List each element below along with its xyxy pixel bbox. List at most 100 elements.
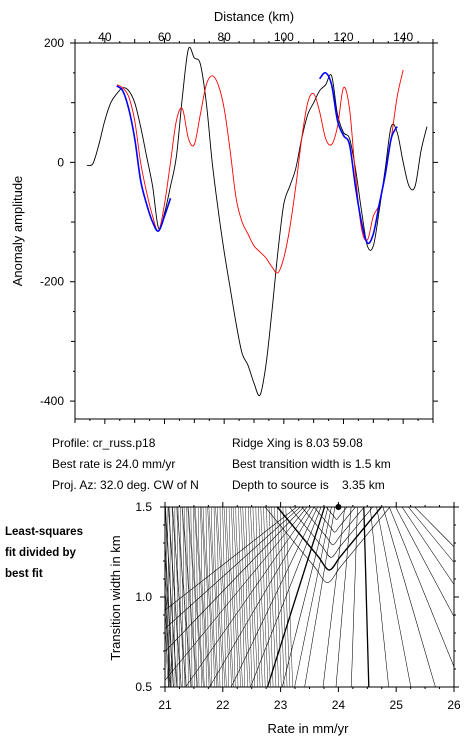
misfit-contour-dense — [263, 507, 271, 687]
misfit-contour-closed — [313, 507, 356, 533]
profile-plot-frame — [74, 42, 434, 420]
misfit-contour-line — [322, 507, 346, 687]
misfit-contour-line — [335, 507, 352, 687]
misfit-contour-dense — [225, 507, 234, 687]
misfit-y-tick-label: 1.5 — [135, 500, 152, 514]
misfit-contour-line — [376, 507, 412, 687]
misfit-plot-frame — [164, 506, 455, 688]
misfit-contour-line — [294, 507, 332, 687]
profile-y-tick-label: -200 — [40, 275, 64, 289]
misfit-contour-dense — [266, 507, 274, 687]
model-anomaly-line — [116, 69, 404, 274]
profile-name: Profile: cr_russ.p18 — [52, 436, 156, 450]
misfit-contour-dense — [215, 507, 224, 687]
misfit-note-line-1: Least-squares — [5, 526, 83, 538]
misfit-contour-dense — [165, 571, 169, 687]
misfit-contour-line — [389, 507, 454, 668]
profile-y-ticks: 200 0 -200 -400 — [40, 36, 438, 408]
profile-y-tick-label: 200 — [44, 36, 64, 50]
profile-chart: Distance (km) Anomaly amplitude 40 60 80 10… — [10, 9, 438, 424]
misfit-contour-line — [363, 507, 370, 687]
misfit-contour-dense — [165, 558, 170, 687]
misfit-contour-dense — [245, 507, 253, 687]
misfit-contour-line — [395, 507, 454, 618]
misfit-contour-dense — [252, 507, 261, 687]
misfit-x-axis-title: Rate in mm/yr — [268, 721, 350, 736]
misfit-contour-dense — [285, 507, 293, 687]
misfit-y-tick-label: 1.0 — [135, 590, 152, 604]
misfit-contour-dense — [260, 507, 269, 687]
misfit-contour-dense — [172, 507, 182, 687]
misfit-contour-line — [165, 507, 308, 681]
misfit-y-ticks: 0.5 1.0 1.5 — [135, 500, 459, 694]
depth-to-source: Depth to source is 3.35 km — [232, 478, 385, 492]
misfit-contour-dense — [190, 507, 198, 687]
misfit-contour-dense — [197, 507, 205, 687]
profile-x-tick-label: 140 — [393, 30, 413, 44]
misfit-contour-dense — [181, 507, 189, 687]
misfit-contour-line — [281, 507, 329, 687]
misfit-contour-line — [304, 507, 336, 687]
misfit-contour-dense — [177, 507, 187, 687]
misfit-contour-dense — [195, 507, 204, 687]
misfit-x-tick-label: 25 — [390, 698, 404, 712]
misfit-contour-line — [408, 507, 454, 563]
misfit-contour-dense — [277, 507, 285, 687]
misfit-contour-dense — [182, 507, 191, 687]
misfit-contour-line — [209, 507, 315, 687]
misfit-x-tick-label: 24 — [332, 698, 346, 712]
profile-x-tick-label: 40 — [98, 30, 112, 44]
misfit-contour-dense — [211, 507, 219, 687]
misfit-contour-dense — [238, 507, 246, 687]
misfit-contour-line — [350, 507, 358, 687]
misfit-contour-dense — [219, 507, 227, 687]
misfit-note-line-2: fit divided by — [5, 547, 77, 559]
misfit-contour-dense — [176, 507, 183, 687]
misfit-x-ticks: 21 22 23 24 25 26 — [158, 502, 461, 712]
misfit-contour-dense — [202, 507, 211, 687]
misfit-x-tick-label: 23 — [274, 698, 288, 712]
misfit-contour-dense — [186, 507, 193, 687]
misfit-contour-dense — [271, 507, 279, 687]
misfit-contour-dense — [242, 507, 251, 687]
misfit-contour-line — [414, 507, 454, 548]
profile-x-axis-title: Distance (km) — [214, 9, 294, 24]
profile-x-tick-label: 80 — [217, 30, 231, 44]
misfit-contour-dense — [230, 507, 239, 687]
misfit-contour-dense — [167, 507, 174, 687]
misfit-contour-dense — [268, 507, 277, 687]
projection-azimuth: Proj. Az: 32.0 deg. CW of N — [52, 478, 199, 492]
misfit-contour-dense — [199, 507, 207, 687]
misfit-contour-dense — [255, 507, 263, 687]
misfit-contour-line — [401, 507, 454, 586]
fit-anomaly-line — [116, 85, 172, 232]
misfit-x-tick-label: 21 — [158, 698, 172, 712]
fit-anomaly-line — [318, 71, 398, 245]
misfit-contour-dense — [213, 507, 221, 687]
profile-x-ticks: 40 60 80 100 120 140 — [74, 30, 434, 424]
misfit-contour-dense — [235, 507, 243, 687]
misfit-contour-line — [266, 507, 326, 687]
misfit-contour-dense — [258, 507, 266, 687]
misfit-y-tick-label: 0.5 — [135, 680, 152, 694]
misfit-contour-dense — [247, 507, 256, 687]
best-rate: Best rate is 24.0 mm/yr — [52, 457, 175, 471]
misfit-note-line-3: best fit — [5, 568, 43, 580]
misfit-contour-closed — [325, 507, 348, 520]
misfit-contour-dense — [282, 507, 291, 687]
profile-y-tick-label: 0 — [57, 155, 64, 169]
observed-anomaly-line — [86, 46, 428, 397]
misfit-contour-line — [230, 507, 318, 687]
misfit-contour-dense — [205, 507, 213, 687]
misfit-x-tick-label: 26 — [447, 698, 461, 712]
misfit-contour-dense — [240, 507, 248, 687]
profile-y-tick-label: -400 — [40, 394, 64, 408]
misfit-contour-dense — [193, 507, 202, 687]
misfit-contour-dense — [207, 507, 215, 687]
profile-x-tick-label: 60 — [158, 30, 172, 44]
misfit-contour-dense — [223, 507, 232, 687]
misfit-contour-line — [382, 507, 436, 687]
misfit-contour-dense — [274, 507, 282, 687]
misfit-contour-dense — [188, 507, 198, 687]
